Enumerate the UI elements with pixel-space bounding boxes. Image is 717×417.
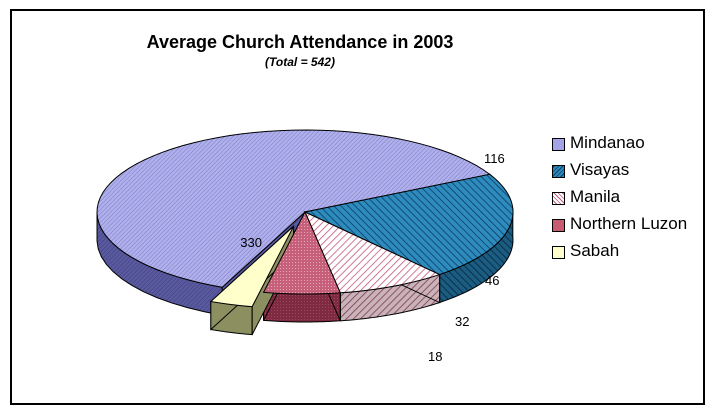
pie-slice-visayas (303, 173, 514, 276)
value-label-mindanao: 330 (240, 235, 262, 250)
legend-label-visayas: Visayas (570, 160, 630, 179)
legend-label-manila: Manila (570, 187, 621, 206)
legend-label-mindanao: Mindanao (570, 133, 645, 152)
legend-swatch-mindanao (552, 138, 565, 151)
legend-swatch-northern-luzon (552, 219, 565, 232)
legend-swatch-visayas (552, 165, 565, 178)
pie-value-labels: 330 116 46 32 18 (240, 151, 504, 364)
value-label-manila: 46 (485, 273, 499, 288)
value-label-sabah: 18 (428, 349, 442, 364)
pie-tops (96, 129, 514, 308)
value-label-visayas: 116 (484, 151, 505, 166)
legend-label-northern-luzon: Northern Luzon (570, 214, 688, 233)
legend-label-sabah: Sabah (570, 241, 620, 260)
chart-subtitle: (Total = 542) (265, 55, 335, 69)
value-label-northern-luzon: 32 (455, 314, 469, 329)
chart-title: Average Church Attendance in 2003 (146, 32, 454, 52)
legend-swatch-manila (552, 192, 565, 205)
pie-slice-sabah (209, 225, 295, 308)
pie-slice-northern-luzon (262, 210, 342, 295)
pie-slice-mindanao (96, 129, 491, 288)
pie-slice-manila (304, 210, 441, 294)
legend-swatch-sabah (552, 246, 565, 259)
